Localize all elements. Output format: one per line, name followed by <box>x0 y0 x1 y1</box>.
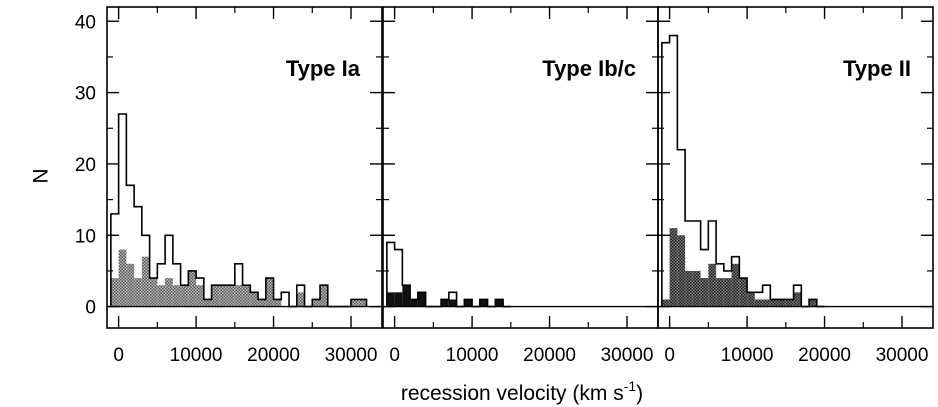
filled-bar <box>677 235 686 307</box>
filled-bar <box>464 299 473 307</box>
filled-bar <box>196 285 204 307</box>
filled-bar <box>110 278 119 307</box>
y-tick-label: 0 <box>85 298 96 319</box>
filled-bar <box>731 263 740 307</box>
panel-frame <box>106 6 383 329</box>
filled-bar <box>770 299 779 307</box>
panel-1: 0 10000 20000 30000 Type Ia <box>106 6 383 366</box>
filled-bar <box>809 299 817 307</box>
x-tick-label: 0 <box>113 345 124 366</box>
y-tick-labels: 0 10 20 30 40 <box>75 12 96 318</box>
x-tick-label: 0 <box>664 345 675 366</box>
x-tick-label: 20000 <box>247 345 300 366</box>
panel-2: 0 10000 20000 30000 Type Ib/c <box>382 6 659 366</box>
y-tick-label: 40 <box>75 12 96 33</box>
filled-bar <box>312 299 321 307</box>
filled-bar <box>118 249 127 307</box>
filled-bar <box>165 278 173 307</box>
filled-bar <box>258 299 266 307</box>
filled-bar <box>778 299 786 307</box>
y-tick-label: 20 <box>75 155 96 176</box>
filled-bar <box>149 278 158 307</box>
filled-bar <box>211 285 220 307</box>
filled-bar <box>227 285 235 307</box>
filled-bar <box>273 299 282 307</box>
filled-bar <box>394 292 403 307</box>
filled-bar <box>692 270 701 307</box>
y-tick-label: 30 <box>75 84 96 105</box>
filled-bar <box>265 278 274 307</box>
y-axis-label: N <box>30 168 53 183</box>
x-tick-label: 20000 <box>798 345 851 366</box>
filled-bar <box>141 256 150 307</box>
filled-bar <box>723 278 732 307</box>
filled-bar <box>441 299 449 307</box>
filled-bar <box>320 285 328 307</box>
total-histogram-outline <box>661 34 825 308</box>
filled-bars <box>386 285 504 307</box>
filled-bars <box>110 249 367 307</box>
x-tick-label: 30000 <box>876 345 929 366</box>
filled-bar <box>716 278 724 307</box>
x-axis-label-close: ) <box>636 382 643 405</box>
filled-bar <box>448 299 457 307</box>
filled-bar <box>495 299 504 307</box>
filled-bar <box>747 292 755 307</box>
panel-title: Type Ia <box>286 56 361 81</box>
filled-bar <box>234 285 243 307</box>
filled-bar <box>358 299 367 307</box>
filled-bar <box>157 285 166 307</box>
x-tick-label: 30000 <box>325 345 378 366</box>
panel-3: 0 10000 20000 30000 Type II <box>657 6 934 366</box>
panel-title: Type Ib/c <box>542 56 636 81</box>
filled-bar <box>708 263 717 307</box>
filled-bar <box>134 278 142 307</box>
x-tick-label: 30000 <box>601 345 654 366</box>
filled-bar <box>739 278 748 307</box>
filled-bar <box>685 270 693 307</box>
filled-bar <box>126 263 135 307</box>
filled-bar <box>188 270 197 307</box>
filled-bar <box>180 285 189 307</box>
filled-bar <box>296 292 305 307</box>
y-tick-label: 10 <box>75 226 96 247</box>
filled-bar <box>762 299 771 307</box>
filled-bar <box>386 292 395 307</box>
filled-bar <box>661 299 670 307</box>
filled-bar <box>785 299 794 307</box>
filled-bar <box>351 299 359 307</box>
x-tick-label: 20000 <box>523 345 576 366</box>
filled-bar <box>203 299 212 307</box>
filled-bar <box>402 285 411 307</box>
x-axis-label: recession velocity (km s-1) <box>401 378 643 405</box>
filled-bar <box>700 278 709 307</box>
x-tick-label: 10000 <box>721 345 774 366</box>
filled-bar <box>417 292 426 307</box>
panel-frame <box>657 6 934 329</box>
filled-bar <box>172 285 181 307</box>
x-tick-label: 10000 <box>170 345 223 366</box>
x-axis-label-main: recession velocity (km s <box>401 382 624 405</box>
filled-bar <box>250 292 259 307</box>
x-tick-label: 10000 <box>446 345 499 366</box>
panel-title: Type II <box>843 56 911 81</box>
filled-bar <box>479 299 488 307</box>
filled-bar <box>793 292 802 307</box>
filled-bar <box>669 228 678 307</box>
filled-bar <box>754 299 763 307</box>
filled-bar <box>219 285 228 307</box>
total-histogram-outline <box>386 241 511 308</box>
total-histogram-outline <box>110 113 368 308</box>
panels: 0 10000 20000 30000 Type Ia 0 10000 20000 30000 T… <box>75 6 934 366</box>
x-tick-label: 0 <box>389 345 400 366</box>
filled-bar <box>410 299 418 307</box>
filled-bars <box>661 228 817 307</box>
filled-bar <box>242 285 251 307</box>
x-axis-label-exponent: -1 <box>624 378 637 394</box>
